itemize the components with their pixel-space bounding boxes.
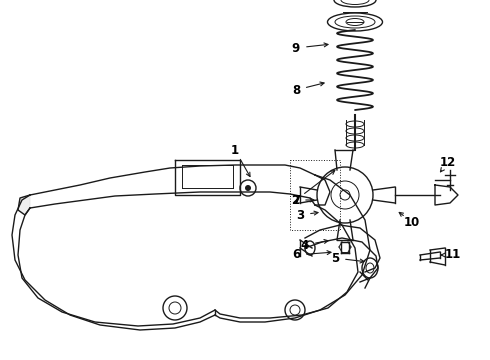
- Circle shape: [245, 185, 251, 191]
- Text: 1: 1: [231, 144, 239, 157]
- Text: 2: 2: [291, 194, 299, 207]
- Text: 11: 11: [445, 248, 461, 261]
- Text: 9: 9: [292, 41, 300, 54]
- Text: 12: 12: [440, 156, 456, 168]
- Text: 4: 4: [301, 239, 309, 252]
- Bar: [290, 160, 340, 230]
- Text: 10: 10: [404, 216, 420, 229]
- Text: 3: 3: [296, 208, 304, 221]
- Polygon shape: [18, 195, 30, 215]
- Text: 8: 8: [292, 84, 300, 96]
- Text: 7: 7: [292, 194, 300, 207]
- Text: 5: 5: [331, 252, 339, 265]
- Text: 6: 6: [292, 248, 300, 261]
